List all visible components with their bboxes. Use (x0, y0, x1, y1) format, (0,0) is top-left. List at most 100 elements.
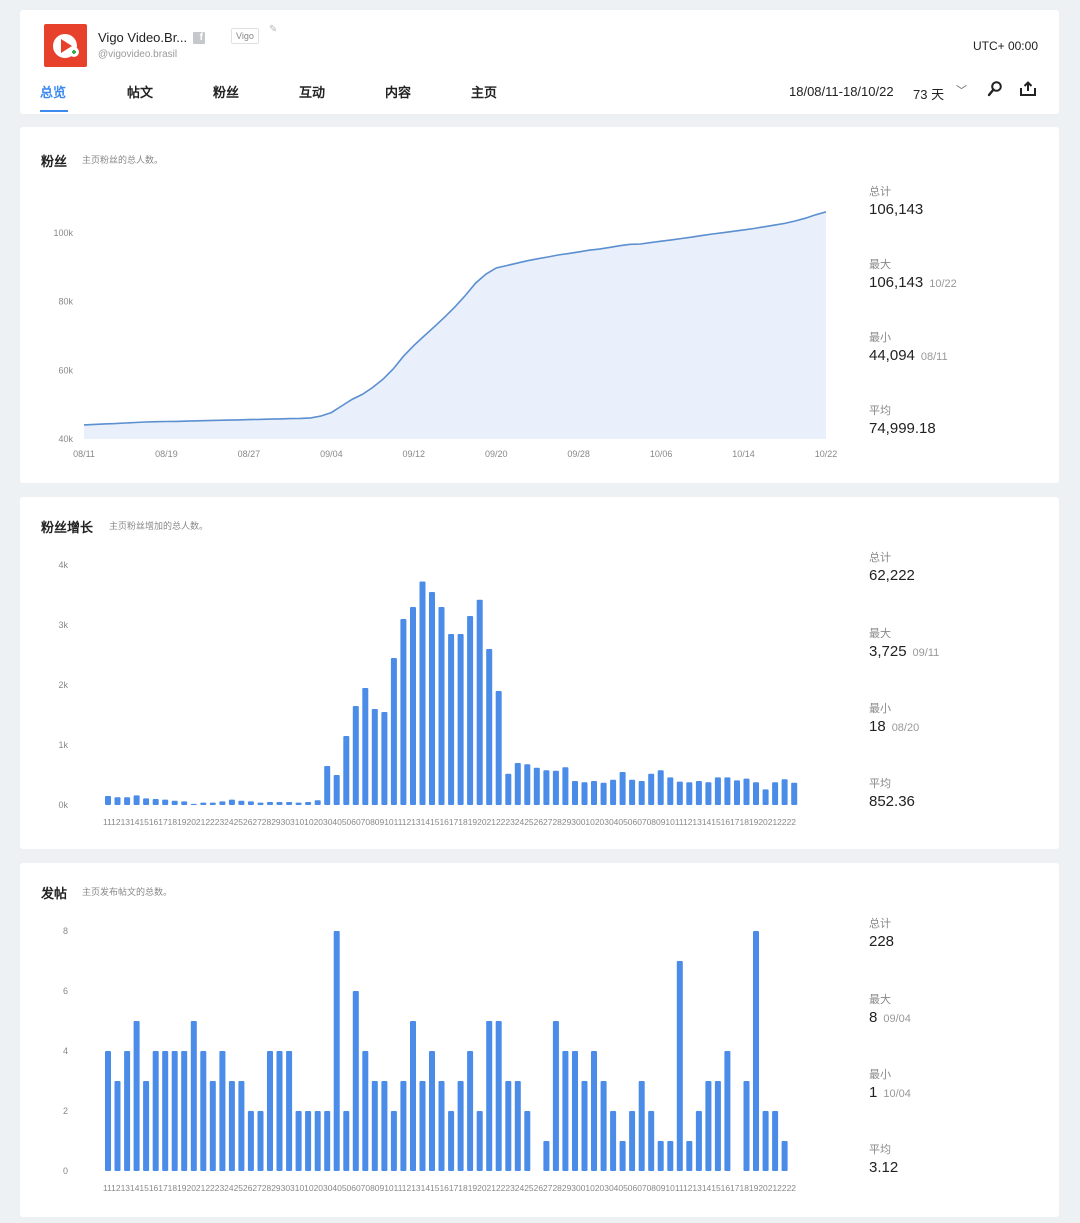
posts-bar (591, 1051, 597, 1171)
posts-bar (238, 1081, 245, 1171)
followers-max-date: 10/22 (929, 278, 957, 290)
growth-subtitle: 主页粉丝增加的总人数。 (109, 521, 209, 531)
followers-total-value: 106,143 (869, 201, 924, 218)
pin-icon[interactable]: ✎ (269, 24, 278, 35)
export-icon[interactable] (1019, 80, 1037, 98)
followers-title: 粉丝 (41, 154, 68, 169)
x-tick-label: 09/28 (567, 449, 590, 459)
followers-line-chart[interactable]: 40k 60k 80k 100k 08/11 08/19 08/27 09/04 09/12 09… (20, 127, 860, 483)
growth-title: 粉丝增长 (41, 520, 94, 535)
y-tick-label: 0 (63, 1166, 68, 1176)
posts-bar (314, 1111, 321, 1171)
account-avatar[interactable] (44, 24, 87, 67)
account-tag[interactable]: Vigo (231, 28, 259, 44)
posts-bar (162, 1051, 169, 1171)
y-tick-label: 100k (53, 228, 73, 238)
x-tick-label: 10/06 (650, 449, 673, 459)
posts-bar (524, 1111, 531, 1171)
posts-bar-chart[interactable]: 0 2 4 6 8 11121314151617181920212223242526272… (20, 863, 860, 1217)
posts-bar (267, 1051, 273, 1171)
growth-bar (676, 781, 683, 805)
search-icon[interactable] (986, 80, 1004, 98)
growth-bar (209, 802, 216, 805)
growth-bar (667, 777, 674, 805)
posts-avg-label: 平均 (869, 1144, 891, 1156)
growth-bar (657, 770, 664, 805)
growth-avg-value: 852.36 (869, 793, 915, 810)
growth-bar (333, 775, 340, 805)
growth-bar (324, 766, 331, 805)
y-tick-label: 8 (63, 926, 68, 936)
growth-bar (390, 658, 397, 805)
growth-bar (171, 800, 178, 805)
posts-bar (457, 1081, 464, 1171)
growth-bar (314, 800, 321, 805)
x-tick-label: 09/12 (403, 449, 426, 459)
posts-bar (324, 1111, 331, 1171)
growth-bar (247, 801, 254, 805)
growth-bar (276, 802, 283, 805)
growth-bar (429, 592, 435, 805)
posts-bar (505, 1081, 512, 1171)
growth-bar (133, 795, 140, 805)
chevron-down-icon[interactable]: ﹀ (956, 85, 967, 97)
posts-bar (352, 991, 359, 1171)
y-tick-label: 2 (63, 1106, 68, 1116)
x-tick-label: 10/14 (732, 449, 755, 459)
posts-bar (124, 1051, 131, 1171)
tab-overview[interactable]: 总览 (40, 82, 68, 112)
posts-min-label: 最小 (869, 1069, 891, 1081)
tab-posts[interactable]: 帖文 (127, 85, 154, 100)
growth-bar (600, 782, 607, 805)
posts-bar (228, 1081, 235, 1171)
growth-bar (181, 801, 188, 805)
posts-bar (105, 1051, 111, 1171)
growth-bar (400, 619, 407, 805)
posts-bar (467, 1051, 474, 1171)
growth-bar (305, 802, 312, 805)
tab-content[interactable]: 内容 (385, 85, 412, 100)
facebook-icon[interactable]: f (193, 32, 205, 44)
header-card: Vigo Video.Br... @vigovideo.brasil f Vig… (20, 10, 1059, 114)
day-count[interactable]: 73 天 (913, 87, 945, 102)
x-tick-label: 08/19 (155, 449, 178, 459)
posts-bar (343, 1111, 350, 1171)
posts-bar (209, 1081, 216, 1171)
account-name[interactable]: Vigo Video.Br... (98, 30, 188, 45)
posts-bar (286, 1051, 293, 1171)
posts-bar (305, 1111, 312, 1171)
posts-bar (371, 1081, 378, 1171)
followers-subtitle: 主页粉丝的总人数。 (82, 155, 164, 165)
y-tick-label: 0k (58, 800, 68, 810)
posts-bar (152, 1051, 159, 1171)
timezone-label[interactable]: UTC+ 00:00 (972, 39, 1038, 53)
growth-bar (362, 688, 369, 805)
growth-min-date: 08/20 (891, 722, 920, 734)
posts-bar (695, 1111, 702, 1171)
posts-bar (495, 1021, 502, 1171)
posts-bar (638, 1081, 645, 1171)
growth-bar-chart[interactable]: 0k 1k 2k 3k 4k 111213141516171819202122232425… (20, 497, 860, 849)
posts-bar (781, 1141, 788, 1171)
tab-homepage[interactable]: 主页 (471, 85, 498, 100)
posts-bar (381, 1081, 388, 1171)
followers-area-fill (84, 211, 826, 439)
tab-interaction[interactable]: 互动 (299, 85, 326, 100)
posts-bar (295, 1111, 302, 1171)
y-tick-label: 40k (58, 434, 73, 444)
growth-bar (162, 799, 169, 805)
growth-bar (219, 801, 226, 805)
tab-followers[interactable]: 粉丝 (213, 85, 240, 100)
posts-bar (438, 1081, 445, 1171)
posts-bar (762, 1111, 769, 1171)
posts-bar (514, 1081, 521, 1171)
x-tick-label: 08/11 (73, 449, 95, 459)
followers-max-value: 106,143 10/22 (869, 274, 957, 291)
date-range[interactable]: 18/08/11-18/10/22 (789, 84, 894, 99)
growth-bar (438, 607, 445, 805)
growth-bar (257, 802, 264, 805)
posts-total-value: 228 (869, 933, 895, 950)
growth-bar (734, 780, 740, 805)
posts-bar (705, 1081, 712, 1171)
posts-total-label: 总计 (869, 918, 891, 930)
